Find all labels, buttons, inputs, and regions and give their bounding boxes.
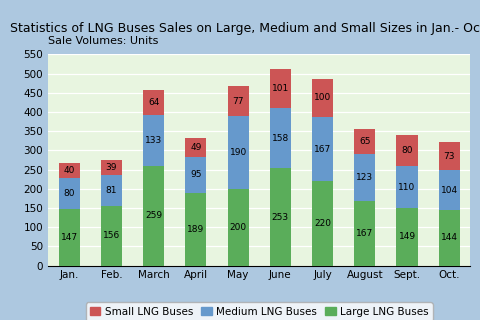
Text: 80: 80	[63, 189, 75, 198]
Text: 259: 259	[145, 212, 162, 220]
Bar	[354, 202, 375, 266]
Text: 40: 40	[63, 166, 75, 175]
Text: Statistics of LNG Buses Sales on Large, Medium and Small Sizes in Jan.- Oct. 201: Statistics of LNG Buses Sales on Large, …	[10, 22, 480, 36]
Text: 104: 104	[441, 186, 458, 195]
Bar	[59, 209, 80, 266]
Bar	[354, 154, 375, 202]
Bar	[270, 108, 291, 168]
Bar	[270, 168, 291, 266]
Text: 80: 80	[401, 146, 413, 155]
Bar	[312, 181, 333, 266]
Text: 95: 95	[190, 170, 202, 179]
Text: 64: 64	[148, 98, 159, 107]
Bar	[59, 179, 80, 209]
Bar	[312, 79, 333, 117]
Bar	[312, 117, 333, 181]
Text: 110: 110	[398, 183, 416, 192]
Legend: Small LNG Buses, Medium LNG Buses, Large LNG Buses: Small LNG Buses, Medium LNG Buses, Large…	[86, 302, 432, 320]
Bar	[143, 91, 164, 115]
Bar	[270, 69, 291, 108]
Text: 39: 39	[106, 163, 117, 172]
Bar	[396, 135, 418, 166]
Bar	[228, 86, 249, 116]
Bar	[59, 163, 80, 179]
Text: 77: 77	[232, 97, 244, 106]
Bar	[439, 142, 460, 170]
Text: 220: 220	[314, 219, 331, 228]
Bar	[396, 208, 418, 266]
Text: 149: 149	[398, 233, 416, 242]
Bar	[101, 206, 122, 266]
Text: 189: 189	[187, 225, 204, 234]
Text: 147: 147	[60, 233, 78, 242]
Text: 49: 49	[190, 143, 202, 152]
Bar	[439, 210, 460, 266]
Text: 167: 167	[314, 145, 331, 154]
Bar	[354, 129, 375, 154]
Bar	[143, 166, 164, 266]
Text: 253: 253	[272, 212, 289, 221]
Text: 81: 81	[106, 186, 117, 195]
Text: 101: 101	[272, 84, 289, 93]
Text: 158: 158	[272, 134, 289, 143]
Bar	[143, 115, 164, 166]
Bar	[101, 160, 122, 175]
Text: 73: 73	[444, 152, 455, 161]
Bar	[185, 138, 206, 156]
Bar	[228, 189, 249, 266]
Bar	[185, 156, 206, 193]
Text: 100: 100	[314, 93, 331, 102]
Text: 133: 133	[145, 136, 162, 145]
Text: 156: 156	[103, 231, 120, 240]
Bar	[101, 175, 122, 206]
Text: 190: 190	[229, 148, 247, 157]
Bar	[185, 193, 206, 266]
Bar	[439, 170, 460, 210]
Text: 200: 200	[229, 223, 247, 232]
Text: Sale Volumes: Units: Sale Volumes: Units	[48, 36, 158, 46]
Bar	[228, 116, 249, 189]
Text: 144: 144	[441, 234, 458, 243]
Text: 65: 65	[359, 137, 371, 146]
Text: 167: 167	[356, 229, 373, 238]
Text: 123: 123	[356, 173, 373, 182]
Bar	[396, 166, 418, 208]
